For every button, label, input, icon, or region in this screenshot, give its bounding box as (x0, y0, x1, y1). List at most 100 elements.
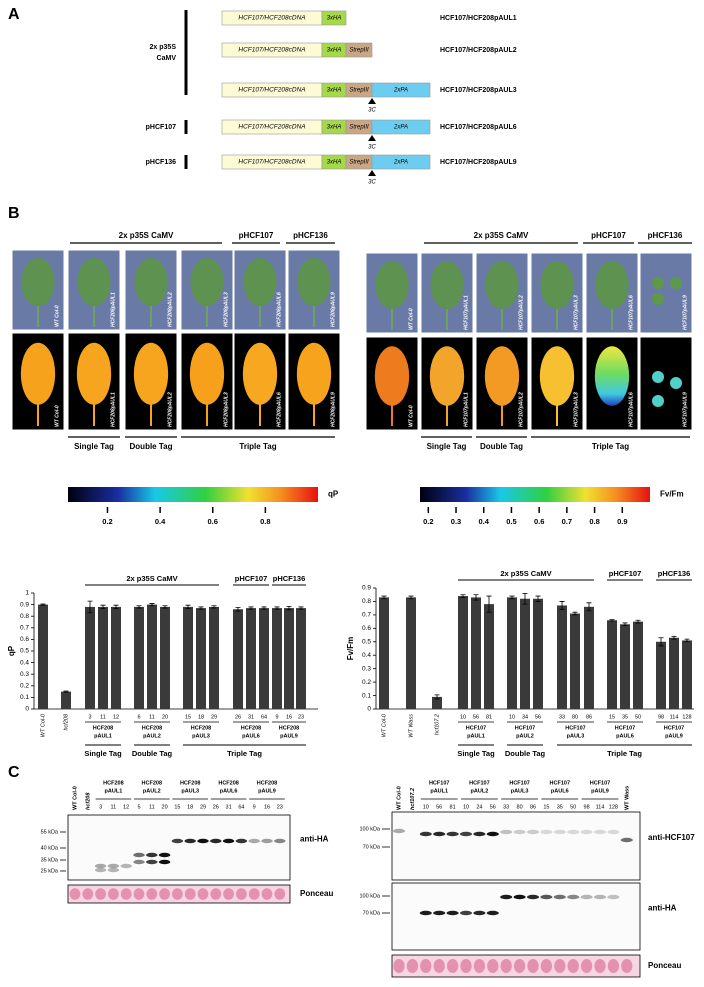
lane-label: 16 (264, 804, 270, 810)
group-label: pAUL2 (143, 733, 161, 739)
group-label: pAUL2 (516, 733, 534, 739)
error-bar (211, 605, 217, 609)
error-bar (572, 611, 578, 616)
lane-label: 56 (490, 804, 496, 810)
band (433, 831, 446, 837)
error-bar (261, 606, 267, 610)
x-tick-label: 29 (211, 714, 217, 720)
band (526, 894, 540, 900)
segment-label: 3xHA (327, 88, 342, 94)
lane-label: 11 (149, 804, 155, 810)
leaf-label: HCF208pAUL9 (330, 392, 336, 427)
ponceau-band (580, 958, 593, 974)
leaf (374, 346, 410, 406)
y-tick-label: 0 (25, 706, 29, 713)
bar (284, 608, 294, 709)
colorbar-tick-label: 0.8 (589, 517, 599, 526)
bar (471, 597, 481, 709)
group-label: pAUL9 (280, 733, 298, 739)
leaf (297, 258, 331, 306)
bar (458, 596, 468, 709)
marker-label: 35 kDa (41, 857, 59, 863)
leaf-label: HCF107pAUL9 (682, 295, 688, 330)
segment-label: StrepIII (349, 88, 369, 94)
group-label: pAUL2 (143, 788, 161, 794)
promoter-label: 2x p35S CaMV (126, 574, 177, 583)
y-tick-label: 0.7 (20, 625, 29, 632)
bar (656, 641, 666, 709)
leaf-label: HCF208pAUL2 (167, 292, 173, 327)
ponceau-band (95, 888, 106, 900)
x-tick-label: 56 (535, 714, 541, 720)
colorbar-tick-label: 0.2 (102, 517, 112, 526)
group-label: HCF107 (565, 725, 585, 731)
x-tick-label: hcf107.2 (434, 714, 440, 735)
promoter-label: pHCF136 (293, 231, 328, 240)
bar (196, 608, 206, 709)
ponceau-band (607, 958, 620, 974)
error-bar (460, 594, 466, 598)
promoter-label: 2x p35S CaMV (474, 231, 529, 240)
bar (98, 606, 108, 709)
error-bar (162, 605, 168, 609)
error-bar (286, 605, 292, 611)
construct-segment (371, 119, 431, 135)
lane-label: 81 (450, 804, 456, 810)
x-tick-label: 12 (113, 714, 119, 720)
leaf (540, 261, 574, 309)
band (540, 829, 553, 835)
colorbar (420, 487, 650, 502)
leaf-heatmap (639, 336, 693, 431)
x-tick-label: 26 (235, 714, 241, 720)
promoter-label: pHCF107 (235, 574, 268, 583)
ponceau-band (274, 888, 286, 900)
band (593, 894, 607, 900)
construct-name: HCF107/HCF208pAUL1 (440, 15, 517, 22)
lane-label: 128 (609, 804, 618, 810)
y-axis-label: Fv/Fm (346, 637, 355, 661)
band (94, 863, 107, 869)
leaf-label: HCF107pAUL3 (573, 295, 579, 330)
band (486, 910, 499, 916)
band (107, 863, 120, 869)
promoter-label: 2x p35S CaMV (500, 569, 551, 578)
lane-label: 50 (570, 804, 576, 810)
band (197, 838, 209, 844)
group-label: pAUL3 (511, 788, 529, 794)
bar (246, 608, 256, 709)
tag-label: Single Tag (427, 442, 467, 451)
band (133, 859, 145, 865)
bar (669, 637, 679, 709)
bar (111, 606, 121, 709)
lane-label: 24 (476, 804, 482, 810)
leaf (189, 342, 225, 405)
y-tick-label: 0.5 (20, 648, 29, 655)
construct-segment (345, 42, 373, 58)
band (620, 837, 633, 843)
lane-label: 26 (213, 804, 219, 810)
leaf (133, 342, 169, 405)
y-tick-label: 0.6 (20, 636, 29, 643)
ponceau-band (433, 958, 445, 974)
panel-label: A (8, 6, 20, 23)
leaf-label: HCF107pAUL6 (628, 295, 634, 330)
group-label: HCF107 (469, 780, 489, 786)
error-bar (473, 594, 479, 601)
leaf-label: HCF107pAUL3 (573, 392, 579, 427)
group-label: HCF208 (142, 780, 162, 786)
error-bar (635, 619, 641, 624)
group-label: HCF208 (257, 780, 277, 786)
group-label: pAUL1 (430, 788, 448, 794)
band (607, 829, 620, 835)
leaf (375, 261, 409, 309)
segment-label: 3xHA (327, 48, 342, 54)
x-tick-label: 18 (198, 714, 204, 720)
segment-label: StrepIII (349, 125, 369, 131)
group-label: pAUL6 (242, 733, 260, 739)
x-tick-label: 31 (248, 714, 254, 720)
band (607, 894, 620, 900)
leaf (430, 261, 464, 309)
group-label: pAUL9 (258, 788, 276, 794)
construct-name: HCF107/HCF208pAUL6 (440, 124, 517, 131)
error-bar (248, 606, 254, 610)
